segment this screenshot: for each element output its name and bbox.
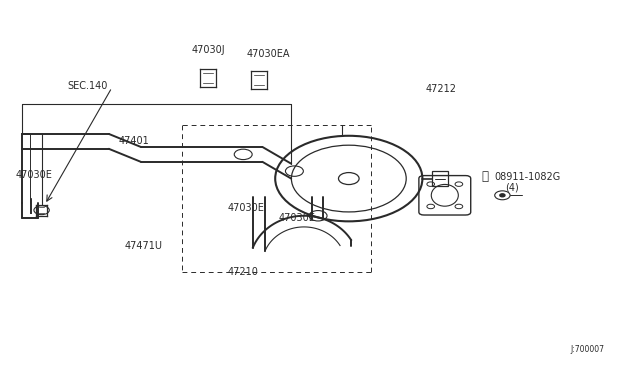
Text: 47471U: 47471U: [125, 241, 163, 250]
Text: (4): (4): [506, 183, 519, 193]
Text: 47210: 47210: [227, 267, 258, 276]
Text: 47030E: 47030E: [278, 213, 316, 222]
Text: 47030E: 47030E: [227, 203, 264, 213]
Text: 47401: 47401: [118, 137, 149, 146]
Text: 47030J: 47030J: [192, 45, 226, 55]
Text: Ⓝ: Ⓝ: [482, 170, 488, 183]
Text: 47030E: 47030E: [16, 170, 53, 180]
Text: 08911-1082G: 08911-1082G: [495, 172, 561, 182]
Text: SEC.140: SEC.140: [67, 81, 108, 90]
Text: J:700007: J:700007: [571, 345, 605, 354]
Text: 47212: 47212: [426, 84, 456, 94]
Circle shape: [500, 194, 505, 197]
Text: 47030EA: 47030EA: [246, 49, 290, 59]
